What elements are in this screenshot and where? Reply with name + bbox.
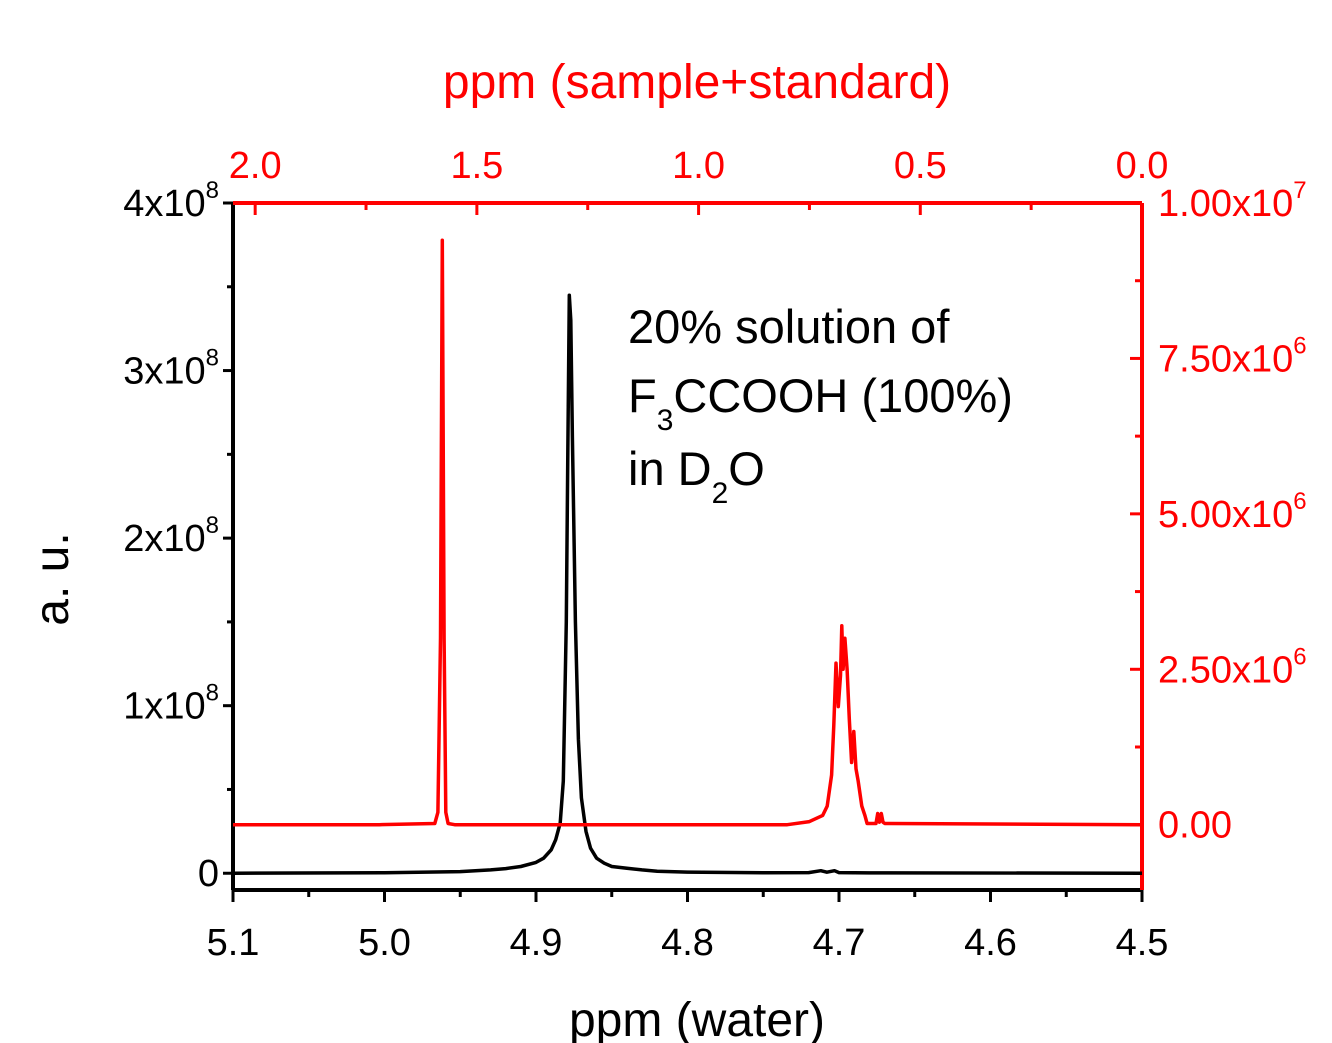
y-left-tick-label: 4x108 [123,177,219,225]
y-right-tick-label: 1.00x107 [1158,177,1307,225]
annotation-line-2-post: CCOOH (100%) [673,369,1013,422]
y-right-tick-label: 7.50x106 [1158,332,1307,380]
annotation-line-1: 20% solution of [628,300,950,353]
x-bottom-tick-label: 4.7 [813,922,866,964]
x-top-tick-label: 0.0 [1116,145,1169,187]
x-top-tick-label: 0.5 [894,145,947,187]
annotation-line-3-post: O [728,442,765,495]
y-left-tick-label: 1x108 [123,680,219,728]
y-left-tick-label: 2x108 [123,512,219,560]
x-bottom-tick-label: 4.6 [964,922,1017,964]
series-group [232,238,1143,875]
annotation-line-2-sub: 3 [657,404,674,437]
y-right-tick-label: 2.50x106 [1158,643,1307,691]
x-bottom-tick-label: 5.0 [358,922,411,964]
y-right-tick-label: 0.00 [1158,805,1232,847]
annotation-line-3-pre: in D [628,442,712,495]
series-line-water [232,293,1143,875]
labels-group: ppm (sample+standard) ppm (water) a. u. … [26,56,1013,1043]
x-bottom-tick-label: 4.9 [510,922,563,964]
x-top-tick-label: 2.0 [229,145,282,187]
series-line-sample-standard [233,238,1143,827]
x-bottom-tick-label: 4.8 [661,922,714,964]
annotation-line-2: F3CCOOH (100%) [628,369,1013,437]
x-bottom-tick-label: 5.1 [207,922,260,964]
x-top-tick-label: 1.0 [672,145,725,187]
annotation-line-2-pre: F [628,369,657,422]
x-axis-title-bottom: ppm (water) [569,994,825,1043]
annotation-line-3-sub: 2 [712,477,729,510]
x-axis-title-top: ppm (sample+standard) [443,56,951,109]
x-bottom-tick-label: 4.5 [1116,922,1169,964]
annotation-line-3: in D2O [628,442,765,510]
y-left-tick-label: 0 [198,853,219,895]
y-left-tick-label: 3x108 [123,345,219,393]
x-top-tick-label: 1.5 [450,145,503,187]
axes-group: 5.1 5.0 4.9 4.8 4.7 4.6 4.52.0 1.5 1.0 0.5 0.001x1… [123,145,1306,964]
y-right-tick-label: 5.00x106 [1158,488,1307,536]
y-axis-title-left: a. u. [26,532,79,625]
